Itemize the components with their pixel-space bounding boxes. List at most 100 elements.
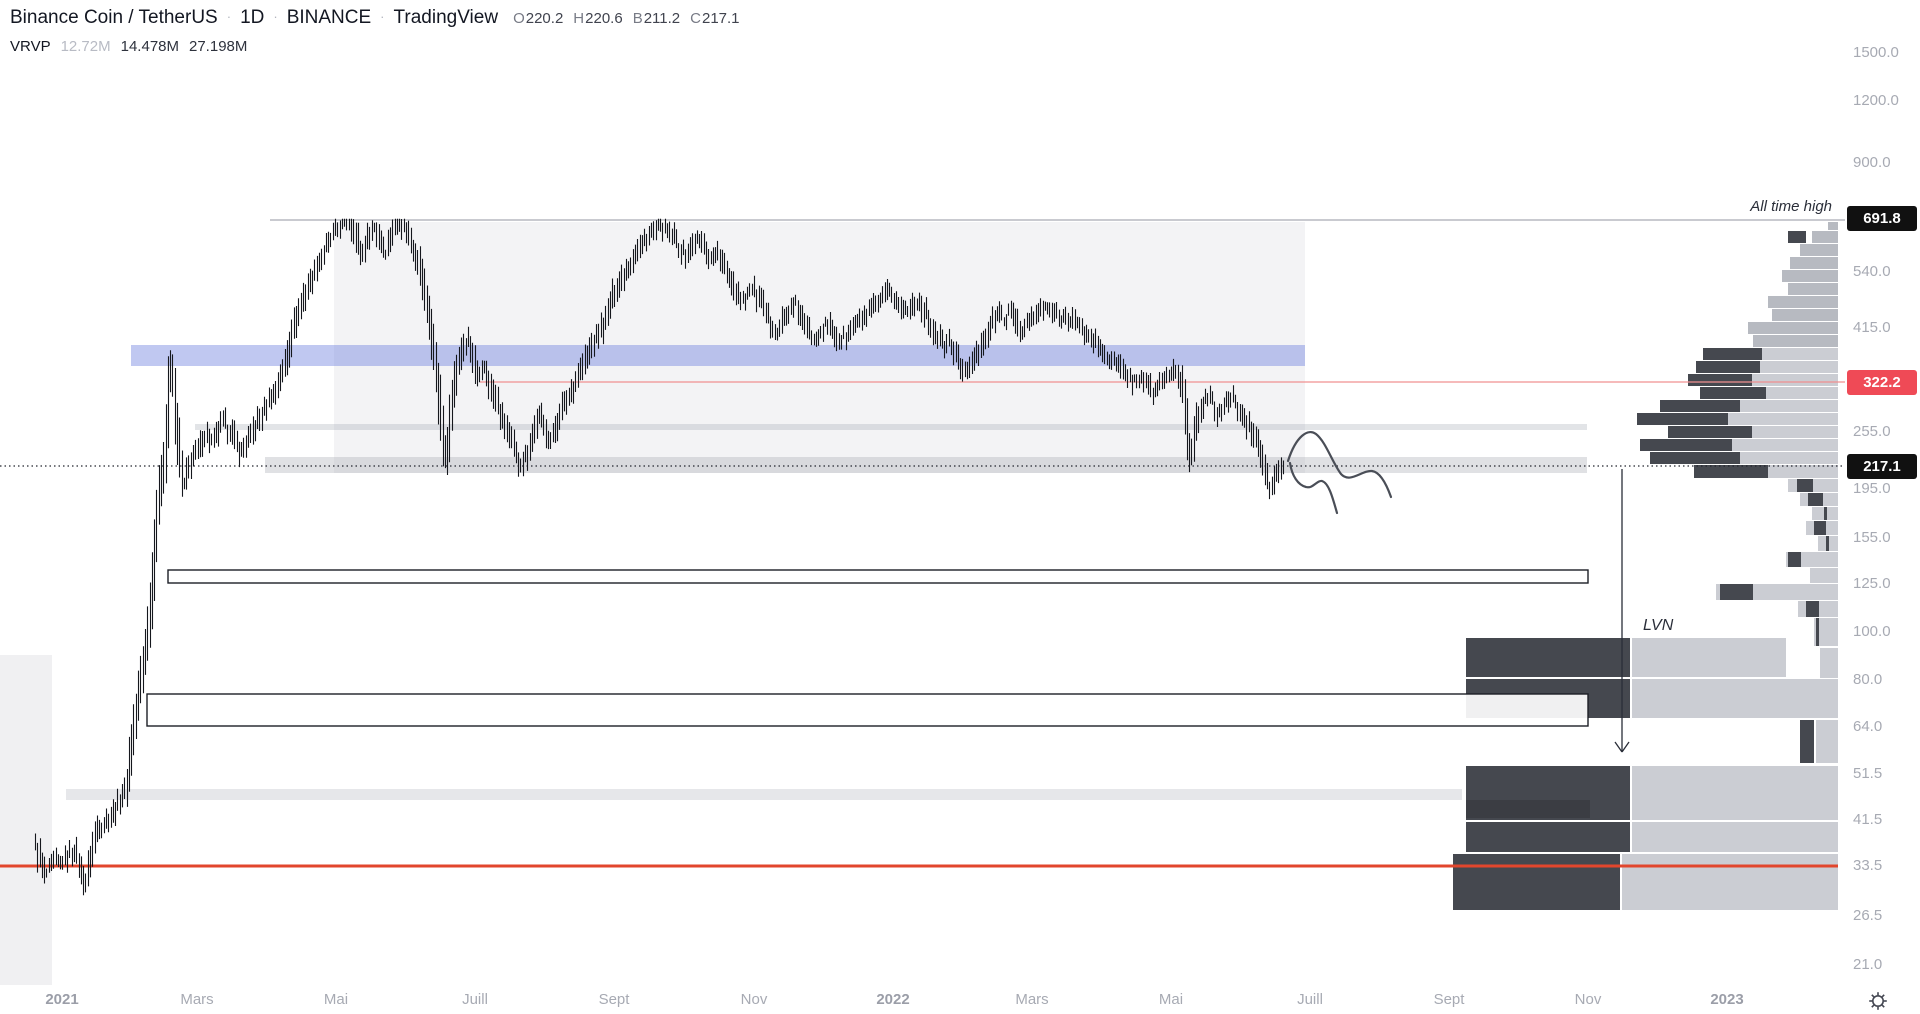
open-value: O220.2 — [513, 10, 564, 27]
volume-profile-row — [1812, 231, 1838, 243]
volume-profile-row-dark — [1703, 348, 1762, 360]
zone-47 — [66, 789, 1462, 800]
volume-profile-row — [1800, 244, 1838, 256]
exchange-label: BINANCE — [286, 7, 372, 28]
indicator-value-2: 14.478M — [120, 38, 179, 55]
price-tick-label: 80.0 — [1853, 670, 1883, 688]
volume-profile-row — [1632, 679, 1838, 718]
volume-profile-row-dark — [1826, 536, 1829, 551]
time-tick-label: Sept — [1433, 991, 1465, 1008]
price-tick-label: 255.0 — [1853, 422, 1891, 440]
price-tick-label: 900.0 — [1853, 153, 1891, 171]
indicator-value-3: 27.198M — [189, 38, 248, 55]
time-tick-label: Nov — [1574, 991, 1602, 1008]
separator-dot: · — [226, 9, 232, 24]
price-badge: 691.8 — [1847, 206, 1917, 232]
price-tick-label: 100.0 — [1853, 623, 1891, 640]
time-tick-label: Mai — [323, 991, 349, 1008]
zone-217 — [265, 457, 1587, 473]
hand-drawn-squiggle — [1286, 431, 1393, 499]
volume-profile-row-dark — [1788, 231, 1806, 243]
time-tick-label: Mai — [1158, 991, 1184, 1008]
separator-dot: · — [273, 9, 278, 24]
gear-icon — [1869, 992, 1887, 1010]
symbol-legend[interactable]: Binance Coin / TetherUS · 1D · BINANCE ·… — [10, 7, 740, 29]
time-tick-label: 2021 — [45, 991, 79, 1008]
volume-profile-row-dark — [1688, 374, 1752, 386]
price-tick-label: 26.5 — [1853, 906, 1883, 924]
price-tick-label: 33.5 — [1853, 856, 1883, 874]
price-badge: 322.2 — [1847, 369, 1917, 395]
volume-profile-row-dark — [1668, 426, 1752, 438]
lvn-arrowhead — [1614, 741, 1630, 753]
volume-profile-row — [1768, 296, 1838, 308]
volume-profile-row — [1788, 283, 1838, 295]
close-value: C217.1 — [690, 10, 740, 27]
volume-profile-row-dark — [1700, 387, 1766, 399]
volume-profile-row-dark — [1788, 552, 1801, 567]
volume-profile-row-dark — [1694, 465, 1768, 478]
price-tick-label: 21.0 — [1853, 956, 1883, 974]
symbol-title[interactable]: Binance Coin / TetherUS — [10, 7, 218, 28]
volume-profile-row-dark — [1808, 493, 1823, 506]
volume-profile-row-dark — [1814, 521, 1826, 535]
timeframe-label[interactable]: 1D — [240, 7, 265, 28]
time-tick-label: 2022 — [876, 991, 910, 1008]
blue-band — [131, 345, 1305, 366]
price-tick-label: 415.0 — [1853, 318, 1891, 336]
box-126-134 — [167, 569, 1589, 584]
lvn-label[interactable]: LVN — [1643, 617, 1674, 634]
time-tick-label: Mars — [1015, 991, 1049, 1008]
price-tick-label: 195.0 — [1853, 480, 1891, 498]
price-badge: 217.1 — [1847, 453, 1917, 479]
price-axis[interactable]: 1500.0 1200.0 900.0 540.0 415.0 255.0 195.0 155… — [1845, 0, 1920, 985]
volume-profile-row-dark — [1637, 413, 1728, 425]
volume-profile-row — [1632, 766, 1838, 820]
zone-255 — [195, 424, 1587, 430]
price-tick-label: 125.0 — [1853, 575, 1891, 593]
low-value: B211.2 — [632, 10, 681, 27]
volume-profile-row-dark — [1806, 601, 1819, 617]
price-tick-label: 41.5 — [1853, 810, 1883, 828]
volume-profile-row-dark — [1650, 452, 1740, 464]
volume-profile-row-dark — [1640, 439, 1732, 451]
all-time-high-label[interactable]: All time high — [1750, 198, 1832, 215]
volume-profile-row — [1828, 222, 1838, 230]
volume-profile-row — [1810, 568, 1838, 583]
volume-profile-row — [1748, 322, 1838, 334]
range-box — [334, 222, 1305, 473]
volume-profile-row — [1816, 720, 1838, 763]
indicator-name[interactable]: VRVP — [10, 38, 51, 55]
time-axis[interactable]: 2021 Mars Mai Juill Sept Nov 2022 Mars Mai Juill S… — [0, 985, 1920, 1014]
price-tick-label: 155.0 — [1853, 529, 1891, 547]
volume-profile-stripe — [1466, 800, 1590, 818]
left-gray-column — [0, 655, 52, 985]
time-tick-label: Juill — [1297, 991, 1323, 1008]
time-tick-label: Juill — [462, 991, 488, 1008]
time-tick-label: 2023 — [1710, 991, 1744, 1008]
candle-series — [34, 218, 1285, 896]
ohlc-values: O220.2 H220.6 B211.2 C217.1 — [513, 10, 739, 27]
volume-profile-row — [1632, 822, 1838, 852]
high-value: H220.6 — [573, 10, 623, 27]
volume-profile-row-dark — [1660, 400, 1740, 412]
price-tick-label: 540.0 — [1853, 262, 1891, 280]
volume-profile-row-dark — [1720, 584, 1753, 600]
indicator-legend[interactable]: VRVP 12.72M 14.478M 27.198M — [10, 38, 247, 55]
platform-label: TradingView — [393, 7, 499, 28]
volume-profile-row-dark — [1797, 479, 1813, 492]
price-tick-label: 1200.0 — [1853, 92, 1899, 110]
volume-profile-row-dark — [1816, 618, 1819, 646]
volume-profile-row — [1790, 257, 1838, 269]
volume-profile-row-dark — [1466, 822, 1630, 852]
volume-profile-row — [1820, 648, 1838, 678]
volume-profile-row — [1772, 309, 1838, 321]
time-tick-label: Mars — [180, 991, 214, 1008]
hand-drawn-squiggle — [1288, 461, 1339, 515]
price-tick-label: 64.0 — [1853, 718, 1883, 736]
volume-profile-row-dark — [1453, 854, 1620, 910]
volume-profile-row-dark — [1696, 361, 1760, 373]
timezone-settings-button[interactable] — [1866, 989, 1890, 1013]
time-tick-label: Nov — [740, 991, 768, 1008]
